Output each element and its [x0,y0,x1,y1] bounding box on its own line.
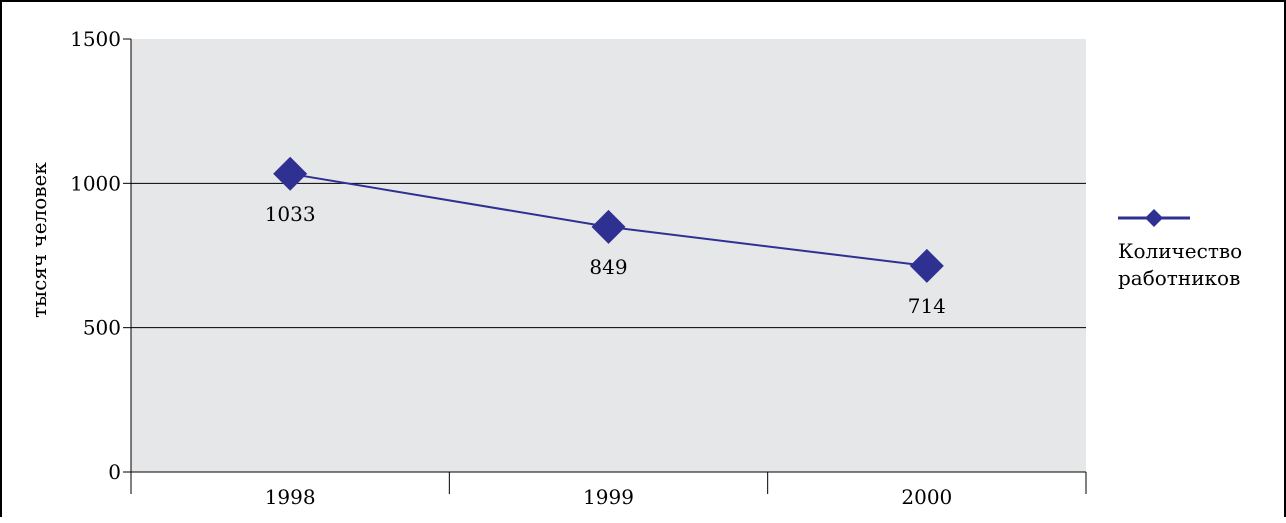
y-tick-label: 1000 [70,171,121,195]
x-tick-label: 2000 [901,485,952,509]
axes: 0 500 1000 1500 1998 1999 2000 [70,27,1087,509]
legend-label-line1: Количество [1118,239,1242,263]
data-point-marker [273,156,308,191]
y-tick-label: 1500 [70,27,121,51]
y-tick-label: 0 [108,460,121,484]
data-label: 849 [589,255,627,279]
data-point-marker [591,209,626,244]
legend: Количество работников [1118,209,1242,290]
x-tick-label: 1998 [265,485,316,509]
y-axis-title: тысяч человек [27,162,51,318]
data-label: 1033 [265,202,316,226]
data-labels: 1033 849 714 [265,202,946,318]
data-point-marker [909,248,944,283]
series [273,156,944,283]
data-label: 714 [908,294,946,318]
legend-label-line2: работников [1118,266,1240,290]
x-tick-label: 1999 [583,485,634,509]
y-tick-label: 500 [83,316,121,340]
legend-diamond-marker [1145,209,1163,227]
